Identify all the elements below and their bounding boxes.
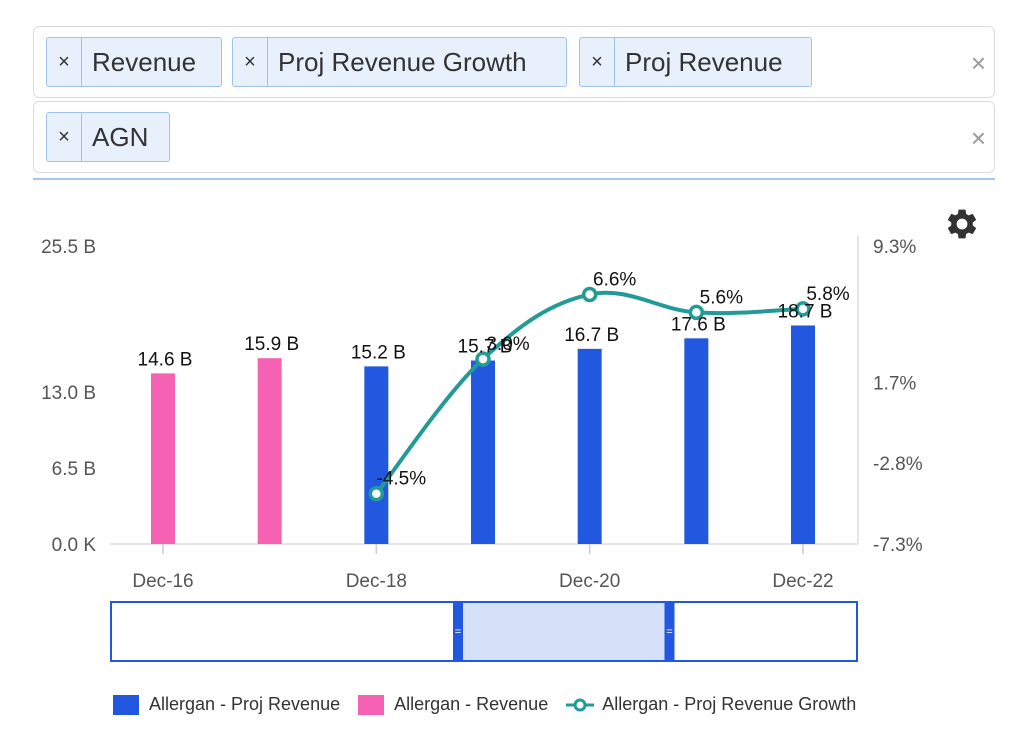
bar-data-label: 18.7 B	[778, 301, 833, 322]
tag-label: Proj Revenue	[625, 46, 783, 77]
x-tick-label: Dec-18	[346, 571, 407, 592]
remove-tag-icon[interactable]: ×	[47, 38, 82, 86]
bar-data-label: 14.6 B	[138, 349, 193, 370]
navigator-left-handle[interactable]	[453, 602, 463, 661]
growth-data-label: 5.8%	[806, 284, 849, 305]
growth-point	[795, 301, 811, 317]
x-tick-label: Dec-20	[559, 571, 620, 592]
legend-swatch	[113, 694, 139, 715]
filter-tag-proj-revenue-growth: × Proj Revenue Growth	[232, 37, 567, 87]
proj-revenue-bar	[471, 360, 495, 544]
x-tick-label: Dec-16	[132, 571, 193, 592]
y-right-tick-label: -2.8%	[873, 454, 923, 475]
revenue-bar	[257, 358, 282, 544]
revenue-bar	[151, 373, 175, 544]
tag-label: Revenue	[92, 46, 197, 77]
legend-item-revenue[interactable]: Allergan - Revenue	[358, 694, 548, 715]
remove-tag-icon[interactable]: ×	[47, 113, 82, 161]
handle-grip-icon: =	[666, 626, 672, 638]
y-right-tick-label: 9.3%	[873, 237, 916, 258]
ticker-filter-box[interactable]: × AGN ×	[33, 101, 995, 173]
clear-tickers-icon[interactable]: ×	[970, 123, 986, 153]
clear-metrics-icon[interactable]: ×	[970, 48, 986, 78]
growth-data-label: -4.5%	[377, 469, 427, 490]
x-tick-label: Dec-22	[772, 571, 833, 592]
legend-item-proj-revenue-growth[interactable]: Allergan - Proj Revenue Growth	[566, 694, 856, 715]
y-left-tick-label: 25.5 B	[41, 237, 96, 258]
y-left-tick-label: 0.0 K	[52, 535, 97, 556]
growth-point	[368, 485, 385, 502]
growth-line	[374, 290, 804, 495]
growth-data-label: 6.6%	[593, 269, 636, 290]
gear-icon[interactable]	[944, 206, 980, 242]
tag-label: AGN	[92, 121, 149, 152]
growth-point	[688, 304, 705, 321]
y-left-tick-label: 6.5 B	[52, 459, 96, 480]
proj-revenue-bar	[577, 348, 602, 544]
metric-filter-box[interactable]: × Revenue × Proj Revenue Growth × Proj R…	[33, 26, 995, 98]
y-right-tick-label: -7.3%	[873, 535, 923, 556]
proj-revenue-bar	[364, 366, 389, 544]
bar-data-label: 16.7 B	[564, 325, 619, 346]
remove-tag-icon[interactable]: ×	[233, 38, 268, 86]
legend-line-marker-icon	[566, 698, 595, 711]
filter-tag-proj-revenue: × Proj Revenue	[579, 37, 812, 87]
navigator-selection	[458, 603, 670, 660]
proj-revenue-bar	[791, 325, 815, 544]
bar-data-label: 17.6 B	[671, 314, 726, 335]
chart-legend: Allergan - Proj Revenue Allergan - Reven…	[113, 694, 874, 715]
navigator-right-handle[interactable]	[664, 602, 675, 661]
legend-label: Allergan - Proj Revenue Growth	[602, 694, 857, 714]
handle-grip-icon: =	[455, 626, 461, 638]
remove-tag-icon[interactable]: ×	[580, 38, 615, 86]
y-right-tick-label: 1.7%	[873, 373, 916, 394]
legend-label: Allergan - Proj Revenue	[149, 694, 341, 714]
growth-data-label: 3.0%	[486, 334, 529, 355]
legend-label: Allergan - Revenue	[394, 694, 549, 714]
bar-data-label: 15.9 B	[244, 334, 299, 355]
growth-point	[581, 286, 598, 303]
bar-data-label: 15.7 B	[458, 337, 513, 358]
growth-data-label: 5.6%	[700, 287, 743, 308]
filter-tag-revenue: × Revenue	[46, 37, 222, 87]
growth-point	[475, 351, 491, 367]
filter-divider	[33, 178, 995, 180]
proj-revenue-bar	[684, 338, 709, 544]
y-left-tick-label: 13.0 B	[41, 383, 96, 404]
tag-label: Proj Revenue Growth	[278, 46, 527, 77]
filter-tag-agn: × AGN	[46, 112, 170, 162]
legend-item-proj-revenue[interactable]: Allergan - Proj Revenue	[113, 694, 340, 715]
bar-data-label: 15.2 B	[351, 342, 406, 363]
legend-swatch	[358, 694, 385, 715]
